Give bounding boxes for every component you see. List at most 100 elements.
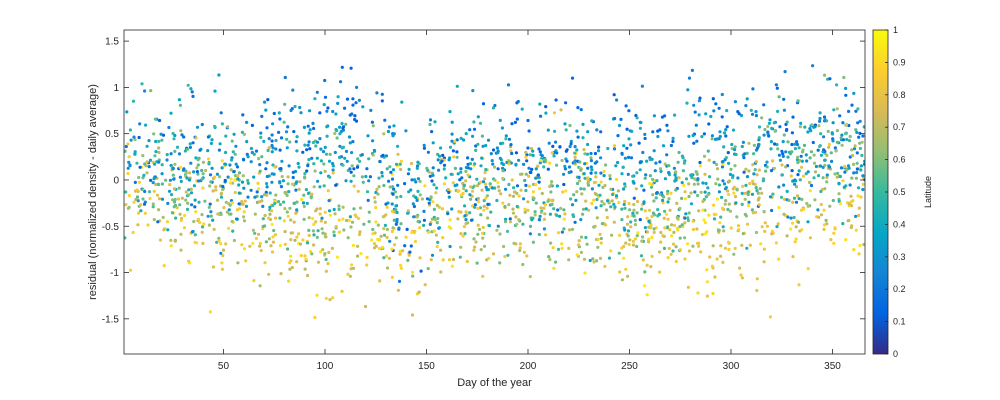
data-point	[357, 232, 362, 237]
data-point	[719, 254, 723, 258]
data-point	[703, 232, 708, 236]
data-point	[793, 147, 798, 151]
data-point	[522, 162, 526, 166]
data-point	[744, 183, 748, 187]
data-point	[318, 207, 322, 211]
data-point	[380, 171, 384, 175]
data-point	[732, 191, 736, 195]
data-point	[459, 136, 463, 140]
data-point	[451, 149, 455, 153]
data-point	[157, 139, 161, 143]
data-point	[369, 108, 373, 112]
data-point	[604, 163, 608, 167]
data-point	[289, 254, 293, 258]
data-point	[124, 190, 128, 194]
data-point	[808, 181, 812, 185]
data-point	[350, 220, 355, 224]
data-point	[827, 142, 832, 146]
data-point	[270, 133, 274, 137]
data-point	[776, 222, 780, 226]
data-point	[233, 178, 237, 182]
data-point	[270, 209, 274, 213]
data-point	[243, 199, 247, 203]
data-point	[669, 191, 673, 195]
data-point	[747, 141, 751, 145]
data-point	[138, 165, 142, 169]
data-point	[554, 140, 558, 144]
data-point	[395, 217, 399, 222]
data-point	[167, 125, 171, 130]
data-point	[450, 264, 454, 268]
data-point	[259, 249, 263, 253]
data-point	[617, 251, 621, 255]
data-point	[667, 246, 671, 251]
data-point	[782, 197, 787, 201]
data-point	[683, 216, 687, 220]
data-point	[830, 132, 835, 136]
data-point	[724, 134, 728, 138]
data-point	[838, 202, 843, 206]
data-point	[614, 194, 619, 198]
data-point	[285, 210, 289, 214]
data-point	[200, 168, 204, 173]
data-point	[583, 176, 587, 180]
data-point	[480, 156, 484, 160]
data-point	[327, 250, 331, 255]
data-point	[378, 159, 382, 164]
data-point	[728, 209, 733, 213]
data-point	[287, 190, 291, 194]
data-point	[782, 183, 786, 187]
data-point	[825, 180, 829, 184]
data-point	[774, 83, 779, 87]
data-point	[419, 269, 423, 273]
data-point	[585, 152, 590, 156]
data-point	[224, 200, 228, 204]
data-point	[710, 134, 715, 138]
data-point	[133, 180, 137, 184]
data-point	[202, 222, 206, 226]
data-point	[699, 190, 703, 194]
data-point	[669, 252, 673, 256]
data-point	[854, 109, 858, 113]
data-point	[441, 153, 445, 157]
data-point	[184, 198, 188, 202]
data-point	[528, 232, 533, 236]
data-point	[546, 128, 550, 132]
data-point	[817, 215, 821, 219]
data-point	[294, 140, 298, 144]
data-point	[124, 149, 127, 153]
data-point	[649, 265, 653, 269]
data-point	[547, 141, 551, 145]
data-point	[755, 288, 759, 293]
data-point	[797, 283, 801, 287]
data-point	[431, 173, 435, 177]
data-point	[214, 185, 218, 189]
data-point	[648, 158, 652, 162]
data-point	[852, 91, 856, 95]
data-point	[754, 110, 758, 114]
data-point	[146, 223, 150, 227]
data-point	[264, 167, 268, 171]
data-point	[307, 131, 311, 135]
data-point	[505, 229, 510, 233]
data-point	[627, 137, 631, 141]
data-point	[456, 217, 460, 221]
data-point	[271, 203, 275, 208]
data-point	[562, 227, 566, 231]
data-point	[772, 166, 777, 170]
data-point	[769, 140, 774, 144]
data-point	[497, 189, 501, 193]
data-point	[835, 107, 839, 111]
data-point	[212, 227, 216, 231]
data-point	[336, 101, 340, 105]
data-point	[273, 201, 277, 206]
data-point	[416, 189, 420, 193]
data-point	[240, 200, 244, 204]
data-point	[612, 147, 617, 151]
data-point	[314, 220, 318, 224]
data-point	[270, 150, 274, 154]
data-point	[642, 188, 646, 192]
data-point	[230, 219, 234, 224]
data-point	[135, 195, 140, 199]
data-point	[691, 227, 696, 232]
